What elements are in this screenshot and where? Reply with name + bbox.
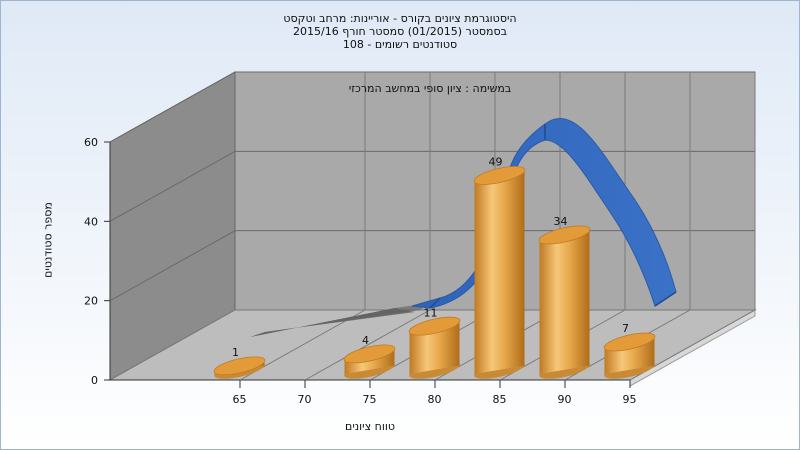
curve-tail-left-shadow	[250, 303, 430, 337]
bar-value-label: 4	[362, 334, 369, 347]
gridline-side	[109, 230, 236, 302]
chart-title-line-2: בסמסטר (01/2015) סמסטר חורף 2015/16	[293, 25, 507, 38]
bar-top	[473, 166, 526, 185]
bar-value-label: 11	[424, 306, 438, 319]
bar-value-label: 7	[622, 322, 629, 335]
gridline-side	[109, 150, 236, 222]
bar-top	[538, 225, 591, 245]
chart-title-line-3: 108 - סטודנטים רשומים	[342, 38, 458, 51]
bar: 49	[473, 156, 526, 379]
x-axis-label: טווח ציונים	[345, 420, 395, 433]
x-tick-label: 95	[623, 393, 637, 406]
gridline-side	[109, 71, 236, 143]
y-axis-ticks: 0 20 40 60	[84, 136, 110, 387]
distribution-curve	[250, 118, 677, 337]
bar-body-front	[474, 171, 525, 374]
x-tick-label: 80	[428, 393, 442, 406]
gridline-floor	[304, 309, 431, 381]
bars: 1 4 11 49 34 7	[213, 156, 656, 379]
bar: 4	[343, 334, 396, 379]
x-tick-label: 70	[298, 393, 312, 406]
x-tick-label: 85	[493, 393, 507, 406]
bar-top	[213, 356, 266, 376]
curve-edges	[429, 124, 677, 309]
chart-title-line-1: היסטוגרמת ציונים בקורס - אוריינות: מרחב …	[283, 12, 517, 25]
y-tick-label: 20	[84, 295, 98, 308]
x-axis-ticks: 65 70 75 80 85 90 95	[233, 380, 637, 406]
bar-value-label: 49	[489, 156, 503, 169]
y-axis-label: מספר סטודנטים	[41, 202, 55, 278]
y-tick-label: 60	[84, 136, 98, 149]
bar-value-label: 1	[232, 346, 239, 359]
gridlines	[109, 71, 756, 381]
bar: 1	[213, 346, 266, 379]
bar-body-front	[539, 230, 590, 374]
bar: 34	[538, 215, 591, 379]
bar-top	[603, 332, 656, 352]
x-tick-label: 75	[363, 393, 377, 406]
x-tick-label: 65	[233, 393, 247, 406]
bar: 7	[603, 322, 656, 379]
bar-value-label: 34	[554, 215, 568, 228]
bar: 11	[408, 306, 461, 379]
x-tick-label: 90	[558, 393, 572, 406]
y-tick-label: 0	[91, 374, 98, 387]
y-tick-label: 40	[84, 215, 98, 228]
bar-top	[343, 344, 396, 364]
bar-top	[408, 316, 461, 336]
chart-subtitle: במשימה : ציון סופי במחשב המרכזי	[348, 82, 512, 95]
